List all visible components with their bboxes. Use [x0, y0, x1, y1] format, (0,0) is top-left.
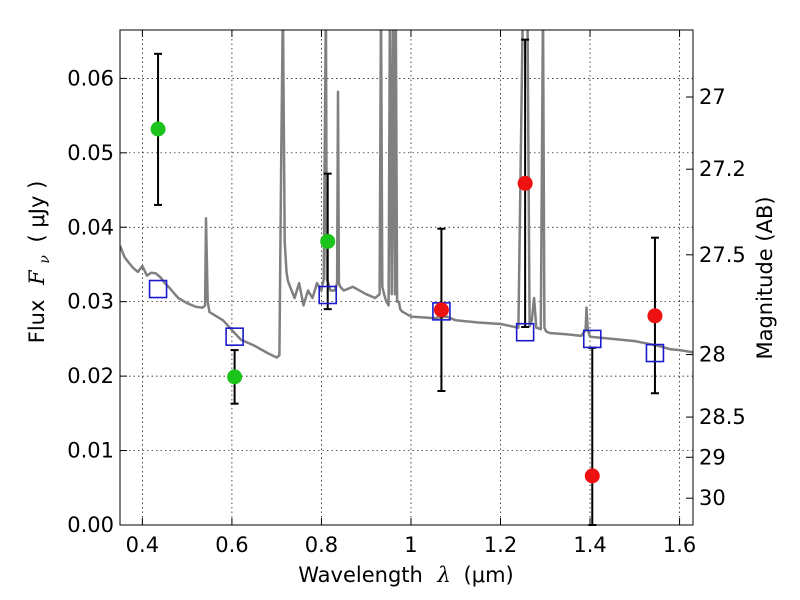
- y2-tick-label: 27.5: [699, 243, 746, 267]
- y2-tick-label: 27: [699, 85, 726, 109]
- plot-frame: [119, 29, 694, 526]
- green-data-point: [227, 369, 243, 385]
- template-spectrum: [120, 30, 693, 359]
- x-tick-label: 0.8: [305, 533, 338, 557]
- model-flux-box: [645, 343, 665, 363]
- x-tick-label: 0.6: [215, 533, 248, 557]
- y-tick-label: 0.04: [67, 215, 114, 239]
- x-axis-ticks: 0.4 0.6 0.8 1 1.2 1.4 1.6: [126, 30, 696, 557]
- x-axis-symbol: λ: [437, 563, 451, 587]
- y-tick-label: 0.06: [67, 66, 114, 90]
- plot-area: [120, 30, 693, 525]
- grid-lines: [120, 30, 693, 526]
- y-axis-subscript: ν: [37, 255, 53, 264]
- green-data-point: [320, 233, 336, 249]
- x-tick-label: 1.2: [484, 533, 517, 557]
- x-axis-unit: (μm): [464, 563, 514, 587]
- x-tick-label: 1.6: [663, 533, 696, 557]
- y-axis-label: Flux: [25, 300, 49, 344]
- model-flux-box: [318, 285, 338, 305]
- x-axis-label: Wavelength: [298, 563, 423, 587]
- data-points: [150, 121, 663, 484]
- x-tick-label: 1: [404, 533, 417, 557]
- y2-axis-title: Magnitude (AB): [753, 196, 777, 359]
- red-data-point: [433, 302, 449, 318]
- y2-tick-label: 28.5: [699, 405, 746, 429]
- y-axis-symbol: F: [25, 269, 49, 286]
- model-flux-box: [515, 322, 535, 342]
- red-data-point: [584, 468, 600, 484]
- y-tick-label: 0.03: [67, 290, 114, 314]
- x-tick-label: 0.4: [126, 533, 159, 557]
- x-axis-title: Wavelength λ (μm): [298, 563, 513, 587]
- model-flux-box: [225, 327, 244, 346]
- red-data-point: [517, 175, 533, 191]
- y-axis-title: Flux F ν ( μJy ): [25, 181, 54, 344]
- y-tick-label: 0.01: [67, 439, 114, 463]
- y-axis-unit: ( μJy ): [25, 181, 49, 243]
- y2-tick-label: 30: [699, 486, 726, 510]
- y-tick-label: 0.05: [67, 141, 114, 165]
- model-flux-box: [582, 329, 602, 349]
- y2-tick-label: 29: [699, 445, 726, 469]
- x-tick-label: 1.4: [573, 533, 606, 557]
- green-data-point: [150, 121, 166, 137]
- model-flux-box: [148, 279, 168, 299]
- template-spectrum-line: [120, 30, 693, 359]
- y2-tick-label: 27.2: [699, 157, 746, 181]
- red-data-point: [647, 308, 663, 324]
- y-tick-label: 0.02: [67, 364, 114, 388]
- y-axis-ticks: 0.00 0.01 0.02 0.03 0.04 0.05 0.06: [67, 66, 127, 537]
- y2-axis-ticks: 27 27.2 27.5 28 28.5 29 30: [686, 85, 746, 510]
- y2-tick-label: 28: [699, 343, 726, 367]
- y-tick-label: 0.00: [67, 513, 114, 537]
